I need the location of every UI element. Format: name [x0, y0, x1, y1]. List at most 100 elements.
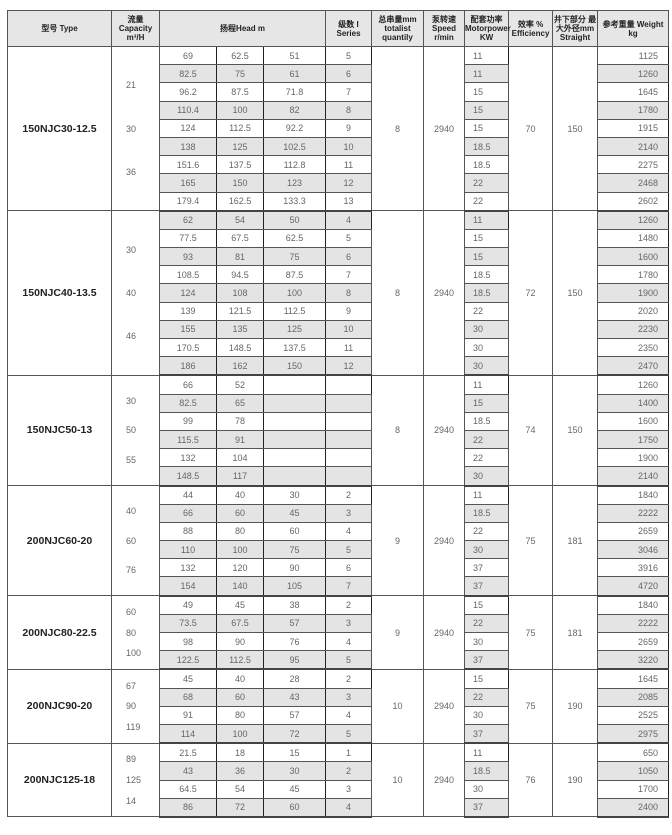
head-2: 137.5 — [216, 155, 264, 175]
speed: 2940 — [423, 484, 466, 597]
table-row: 114 100 72 5 37 2975 — [8, 723, 670, 745]
table-row: 200NJC90-20 67 90 119 45 40 28 2 10 2940 15 75 190 16… — [7, 668, 670, 744]
capacity-value: 76 — [126, 565, 137, 576]
head-1: 139 — [159, 301, 217, 321]
weight: 2275 — [597, 155, 670, 175]
head-3 — [262, 411, 327, 431]
table-row: 132 104 22 1900 — [8, 448, 670, 468]
table-row: 165 150 123 12 22 2468 — [8, 173, 670, 193]
head-2: 87.5 — [216, 82, 264, 102]
head-1: 73.5 — [159, 613, 217, 634]
head-2: 18 — [216, 742, 264, 763]
head-1: 165 — [159, 173, 217, 193]
motor-power: 30 — [464, 631, 510, 652]
series: 3 — [325, 503, 373, 523]
capacity-list: 89 125 14 — [112, 744, 159, 817]
straight: 181 — [552, 595, 599, 670]
header-motor: 配套功率 Motorpower KW — [464, 10, 511, 47]
series: 6 — [325, 247, 373, 267]
speed: 2940 — [423, 374, 466, 487]
series: 2 — [325, 761, 373, 781]
series — [325, 448, 373, 468]
straight: 190 — [552, 742, 599, 818]
capacity-value: 119 — [126, 721, 141, 732]
motor-power: 30 — [464, 540, 510, 560]
head-1: 68 — [159, 687, 217, 707]
weight: 1900 — [597, 283, 670, 303]
weight: 2222 — [597, 503, 670, 523]
head-2: 72 — [216, 797, 264, 818]
weight: 2659 — [597, 631, 670, 652]
head-1: 186 — [159, 356, 217, 377]
capacity-list: 30 50 55 — [112, 376, 159, 485]
head-3: 57 — [262, 705, 327, 725]
weight: 1480 — [597, 228, 670, 249]
table-row: 43 36 30 2 18.5 1050 — [8, 761, 670, 781]
head-2: 52 — [216, 374, 264, 395]
header-speed: 泵转速 Speed r/min — [423, 10, 466, 47]
pump-spec-table: 型号 Type 流量 Capacity m³/H 扬程Head m 级数 I S… — [7, 10, 670, 818]
capacity-value: 67 — [126, 680, 137, 691]
weight: 1780 — [597, 100, 670, 120]
table-row: 77.5 67.5 62.5 5 15 1480 — [8, 228, 670, 249]
weight: 1400 — [597, 393, 670, 413]
weight: 2602 — [597, 191, 670, 212]
capacity-cell: 89 125 14 — [111, 742, 160, 818]
efficiency: 72 — [508, 210, 554, 376]
head-2: 45 — [216, 595, 264, 615]
head-1: 99 — [159, 411, 217, 431]
series: 7 — [325, 576, 373, 597]
head-3: 62.5 — [262, 228, 327, 249]
head-3: 82 — [262, 100, 327, 120]
motor-power: 37 — [464, 558, 510, 578]
capacity-value: 55 — [126, 455, 137, 466]
head-1: 154 — [159, 576, 217, 597]
motor-power: 11 — [464, 64, 510, 84]
weight: 650 — [597, 742, 670, 763]
head-1: 179.4 — [159, 191, 217, 212]
head-2: 54 — [216, 779, 264, 799]
weight: 1700 — [597, 779, 670, 799]
series — [325, 411, 373, 431]
capacity-value: 89 — [126, 754, 137, 765]
table-row: 93 81 75 6 15 1600 — [8, 247, 670, 267]
head-2: 40 — [216, 485, 264, 505]
efficiency: 74 — [508, 374, 554, 487]
motor-power: 11 — [464, 742, 510, 763]
table-row: 91 80 57 4 30 2525 — [8, 705, 670, 725]
head-3: 75 — [262, 540, 327, 560]
capacity-value: 50 — [126, 425, 137, 436]
weight: 2140 — [597, 466, 670, 487]
head-1: 132 — [159, 558, 217, 578]
weight: 2470 — [597, 356, 670, 377]
head-3: 57 — [262, 613, 327, 634]
weight: 1645 — [597, 82, 670, 102]
series: 5 — [325, 228, 373, 249]
series: 10 — [325, 319, 373, 340]
capacity-value: 125 — [126, 775, 142, 785]
head-3: 125 — [262, 319, 327, 340]
weight: 4720 — [597, 576, 670, 597]
efficiency: 75 — [508, 484, 554, 597]
head-3: 60 — [262, 797, 327, 818]
speed: 2940 — [423, 595, 466, 670]
series: 8 — [325, 283, 373, 303]
head-3: 45 — [262, 503, 327, 523]
head-1: 43 — [159, 761, 217, 781]
motor-power: 15 — [464, 393, 510, 413]
speed: 2940 — [423, 210, 466, 376]
head-1: 62 — [159, 210, 217, 230]
head-2: 100 — [216, 100, 264, 120]
weight: 3046 — [597, 540, 670, 560]
weight: 1915 — [597, 118, 670, 138]
speed: 2940 — [423, 668, 466, 744]
header-straight: 井下部分 最大外径mm Straight — [552, 10, 599, 47]
series: 2 — [325, 668, 373, 689]
table-row: 150NJC40-13.5 30 40 46 62 54 50 4 8 2940 11 72 150 12… — [7, 210, 670, 376]
head-1: 96.2 — [159, 82, 217, 102]
head-2: 100 — [216, 723, 264, 745]
head-1: 45 — [159, 668, 217, 689]
head-3: 15 — [262, 742, 327, 763]
series: 4 — [325, 797, 373, 818]
motor-power: 15 — [464, 100, 510, 120]
